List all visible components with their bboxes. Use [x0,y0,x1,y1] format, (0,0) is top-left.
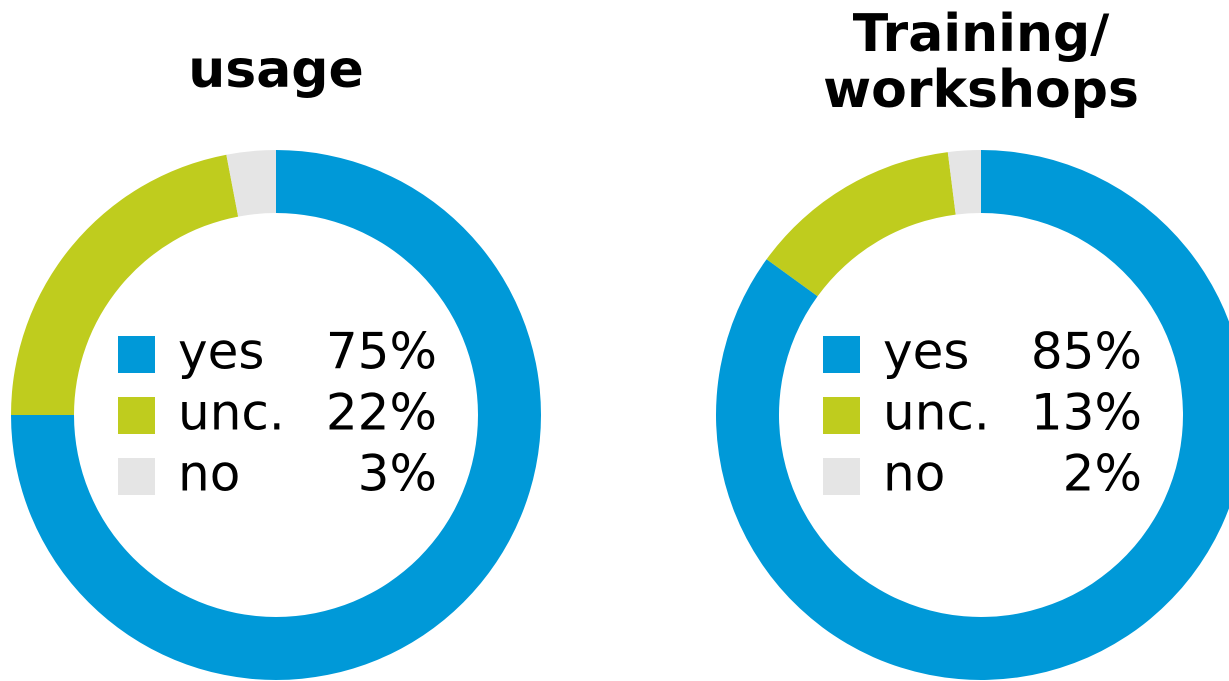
legend-value: 22% [326,384,437,442]
legend-label: unc. [883,384,990,442]
legend-value: 2% [1063,445,1142,503]
chart-title: Training/ workshops [823,4,1139,120]
legend-value: 85% [1031,323,1142,381]
legend-value: 75% [326,323,437,381]
donut-slice [766,152,956,297]
legend-swatch [118,336,155,373]
legend-label: no [178,445,240,503]
legend-swatch [118,458,155,495]
donut-slice [947,150,981,215]
legend-value: 3% [358,445,437,503]
legend-label: yes [883,323,969,381]
legend-label: no [883,445,945,503]
legend-swatch [823,458,860,495]
legend-swatch [823,397,860,434]
legend-label: yes [178,323,264,381]
donut-slice [11,154,239,415]
legend-swatch [118,397,155,434]
donut-slice [226,150,276,217]
legend-swatch [823,336,860,373]
legend-value: 13% [1031,384,1142,442]
legend-label: unc. [178,384,285,442]
chart-title: usage [188,40,364,100]
